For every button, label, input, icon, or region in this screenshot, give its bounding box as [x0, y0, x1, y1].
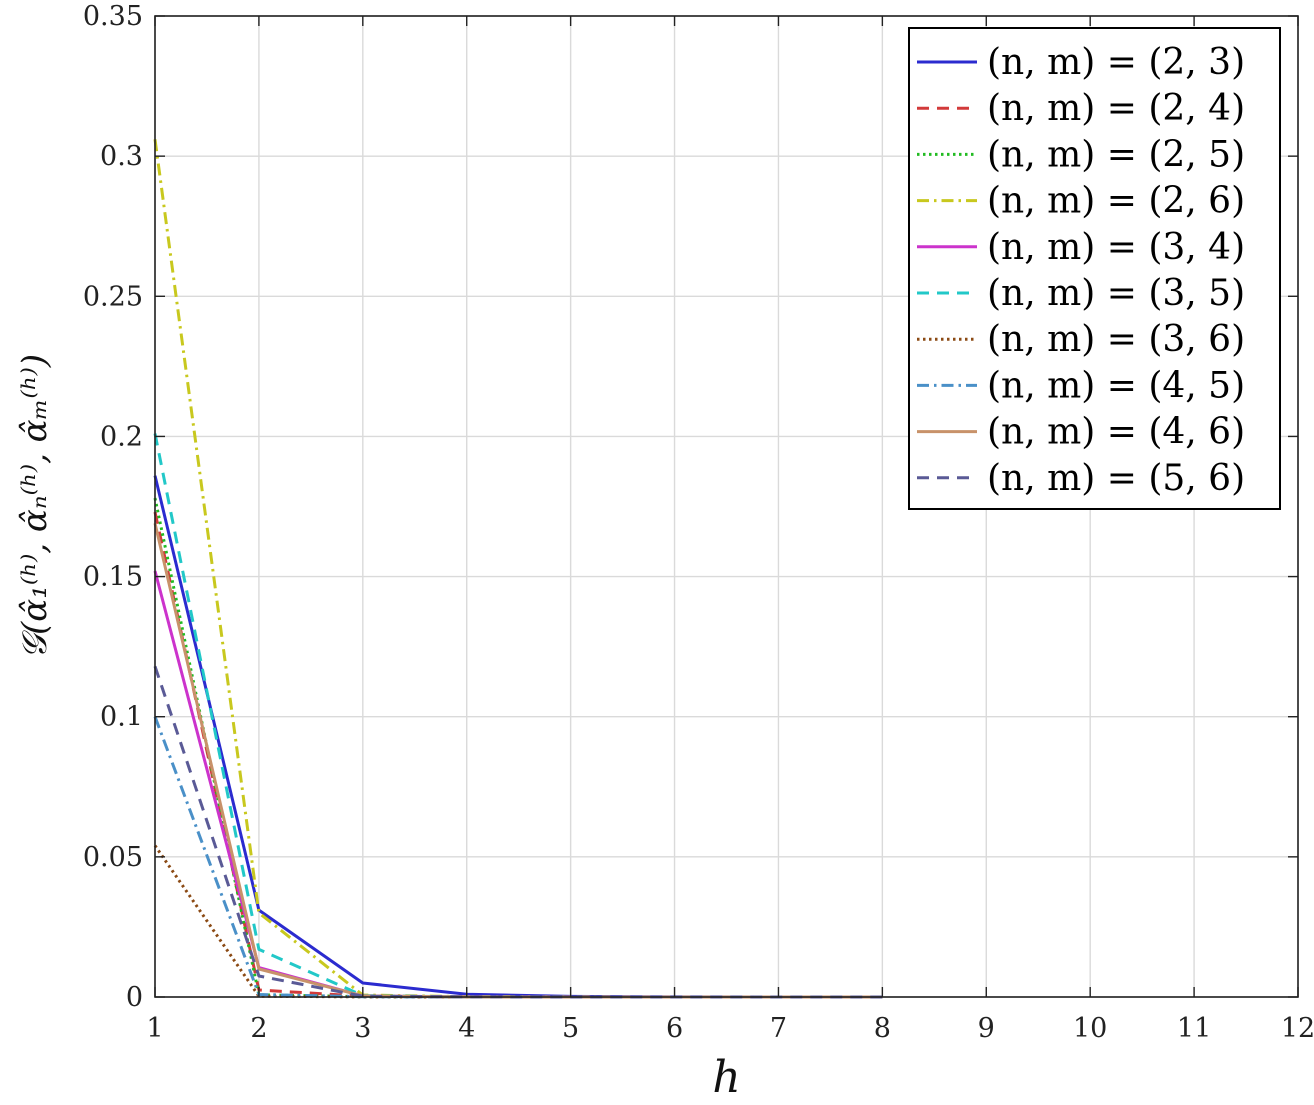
legend-label: (n, m) = (3, 4): [987, 227, 1245, 268]
legend-label: (n, m) = (5, 6): [987, 458, 1245, 499]
x-tick-label: 10: [1073, 1013, 1107, 1044]
y-tick-label: 0.25: [83, 281, 143, 312]
plot-frame: [154, 15, 1299, 998]
series-line-3: [153, 497, 883, 999]
legend-label: (n, m) = (2, 4): [987, 88, 1245, 129]
y-axis-ticks: 0 0.05 0.1 0.15 0.2 0.25 0.3 0.35: [83, 1, 1298, 1013]
series-line-6: [153, 433, 883, 999]
series-line-10: [153, 665, 883, 999]
x-tick-label: 2: [250, 1013, 267, 1044]
legend-label: (n, m) = (2, 3): [987, 42, 1245, 83]
x-axis-label: h: [712, 1052, 740, 1103]
series-line-9: [153, 522, 883, 999]
x-tick-label: 11: [1177, 1013, 1211, 1044]
legend: (n, m) = (2, 3) (n, m) = (2, 4) (n, m) = (…: [908, 27, 1281, 510]
y-tick-label: 0.15: [83, 562, 143, 593]
x-tick-label: 7: [770, 1013, 787, 1044]
legend-label: (n, m) = (2, 6): [987, 181, 1245, 222]
series-line-5: [153, 570, 883, 999]
y-axis-label: 𝒢(α̂₁⁽ʰ⁾, α̂ₙ⁽ʰ⁾, α̂ₘ⁽ʰ⁾): [15, 354, 55, 659]
y-tick-label: 0.2: [100, 421, 143, 452]
legend-label: (n, m) = (2, 5): [987, 134, 1245, 175]
y-tick-label: 0.1: [100, 702, 143, 733]
x-tick-label: 1: [146, 1013, 163, 1044]
series-line-2: [153, 511, 883, 999]
series-line-4: [153, 139, 883, 999]
x-axis-ticks: 1 2 3 4 5 6 7 8 9 10 11 12: [146, 16, 1314, 1044]
legend-box: [908, 27, 1281, 510]
y-tick-label: 0.35: [83, 1, 143, 32]
x-tick-label: 4: [458, 1013, 475, 1044]
y-tick-label: 0.3: [100, 141, 143, 172]
y-tick-label: 0.05: [83, 842, 143, 873]
x-tick-label: 6: [666, 1013, 683, 1044]
series-line-7: [153, 844, 883, 999]
series-lines: [153, 139, 883, 999]
x-tick-label: 3: [354, 1013, 371, 1044]
x-tick-label: 5: [562, 1013, 579, 1044]
x-tick-label: 12: [1281, 1013, 1314, 1044]
legend-label: (n, m) = (4, 6): [987, 412, 1245, 453]
x-tick-label: 8: [874, 1013, 891, 1044]
legend-label: (n, m) = (3, 5): [987, 273, 1245, 314]
legend-label: (n, m) = (3, 6): [987, 319, 1245, 360]
legend-label: (n, m) = (4, 5): [987, 365, 1245, 406]
y-tick-label: 0: [126, 982, 143, 1013]
x-tick-label: 9: [978, 1013, 995, 1044]
